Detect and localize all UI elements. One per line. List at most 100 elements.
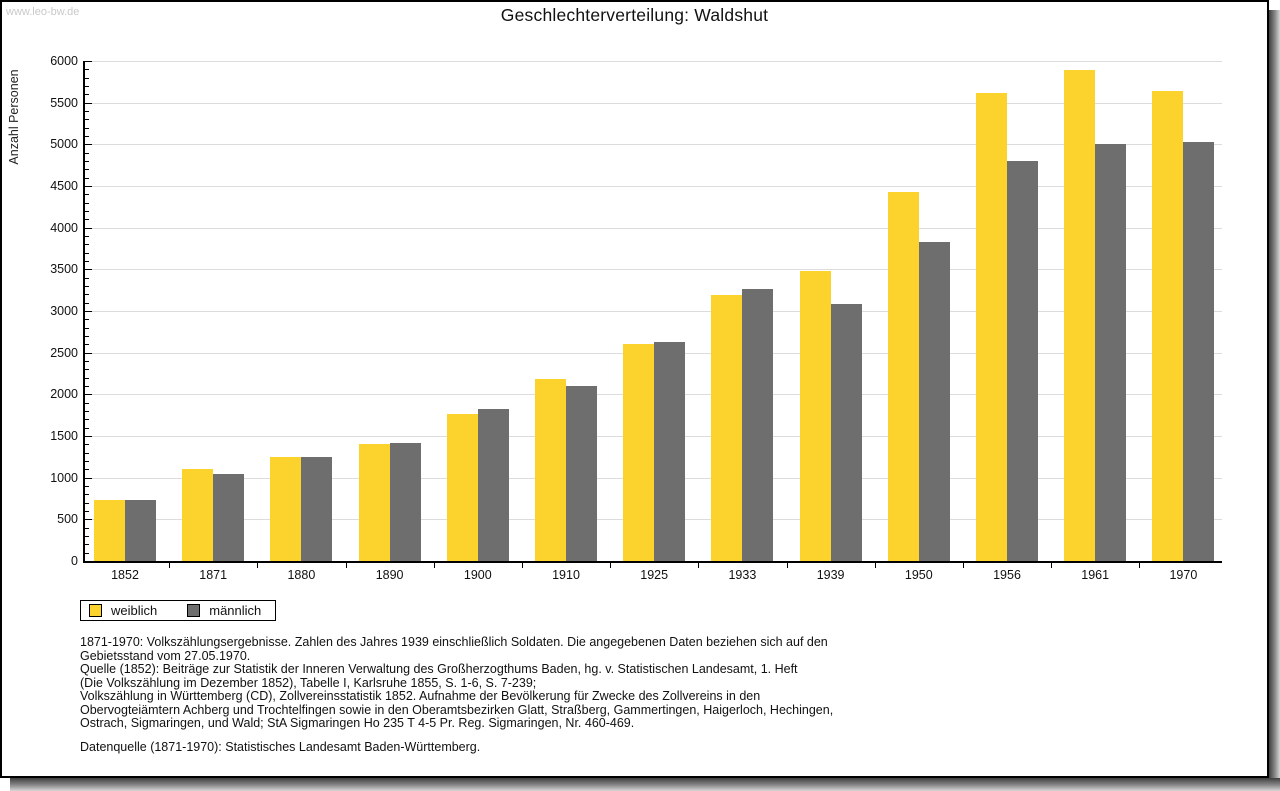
y-major-tick-4500 — [85, 186, 92, 187]
y-axis-line — [83, 61, 85, 563]
y-minor-tick-4900 — [85, 152, 89, 154]
legend-swatch-maennlich — [187, 604, 201, 617]
bar-weiblich-1910 — [535, 379, 566, 561]
y-minor-tick-2900 — [85, 319, 89, 321]
x-tick-label-1939: 1939 — [816, 568, 845, 582]
bar-männlich-1910 — [566, 386, 597, 561]
x-tick-label-1950: 1950 — [904, 568, 933, 582]
y-major-tick-5000 — [85, 144, 92, 146]
gridline-6000 — [85, 61, 1222, 62]
y-major-tick-500 — [85, 519, 92, 521]
bar-weiblich-1939 — [799, 271, 831, 561]
x-boundary-tick-1 — [169, 563, 171, 568]
x-tick-label-1871: 1871 — [199, 568, 228, 582]
y-major-tick-3500 — [85, 269, 92, 271]
y-minor-tick-1900 — [85, 402, 89, 404]
bar-weiblich-1900 — [446, 413, 478, 561]
y-tick-label-3500: 3500 — [50, 262, 78, 277]
y-minor-tick-100 — [85, 552, 89, 554]
y-tick-label-5000: 5000 — [50, 137, 78, 152]
y-tick-label-1500: 1500 — [50, 429, 78, 443]
y-minor-tick-2600 — [85, 344, 89, 346]
y-major-tick-5500 — [85, 102, 92, 104]
x-tick-label-1880: 1880 — [287, 568, 316, 582]
x-boundary-tick-4 — [433, 563, 435, 568]
y-minor-tick-600 — [85, 511, 89, 512]
data-source-line: Datenquelle (1871-1970): Statistisches L… — [80, 740, 481, 754]
y-minor-tick-2200 — [85, 377, 89, 379]
y-tick-label-6000: 6000 — [50, 54, 78, 68]
y-minor-tick-700 — [85, 502, 89, 504]
y-minor-tick-5200 — [85, 127, 89, 129]
y-tick-label-1000: 1000 — [50, 470, 78, 485]
y-minor-tick-4600 — [85, 177, 89, 179]
gridline-4000 — [85, 227, 1222, 229]
watermark-url: www.leo-bw.de — [6, 6, 80, 18]
y-major-tick-6000 — [85, 61, 92, 62]
frame-shadow-bottom — [10, 778, 1280, 791]
y-minor-tick-2800 — [85, 327, 89, 329]
y-minor-tick-1200 — [85, 461, 89, 462]
y-minor-tick-3200 — [85, 294, 89, 296]
x-tick-label-1970: 1970 — [1169, 568, 1198, 582]
y-minor-tick-300 — [85, 536, 89, 537]
x-boundary-tick-6 — [610, 563, 612, 568]
y-minor-tick-4400 — [85, 194, 89, 196]
frame-shadow-right — [1269, 10, 1280, 778]
bar-männlich-1890 — [389, 442, 421, 561]
x-boundary-tick-12 — [1139, 563, 1141, 568]
y-major-tick-3000 — [85, 311, 92, 312]
x-boundary-tick-5 — [521, 563, 523, 568]
y-minor-tick-5800 — [85, 77, 89, 79]
legend-swatch-weiblich — [89, 604, 102, 617]
y-minor-tick-2300 — [85, 369, 89, 371]
gridline-5000 — [85, 144, 1222, 146]
y-minor-tick-4800 — [85, 161, 89, 162]
y-minor-tick-4100 — [85, 219, 89, 221]
bar-weiblich-1956 — [976, 92, 1007, 561]
y-minor-tick-1100 — [85, 469, 89, 471]
y-major-tick-1500 — [85, 436, 92, 437]
bar-männlich-1900 — [477, 408, 509, 561]
x-boundary-tick-11 — [1051, 563, 1053, 568]
bar-weiblich-1933 — [711, 295, 743, 561]
bar-weiblich-1950 — [887, 191, 919, 561]
gridline-5500 — [85, 102, 1222, 104]
y-minor-tick-2100 — [85, 386, 89, 387]
bar-männlich-1925 — [654, 341, 686, 561]
plot-area: 1852 1871 1880 1890 1900 1910 1925 1933 1939 1950… — [83, 61, 1222, 582]
legend-label-maennlich: männlich — [209, 603, 262, 618]
bar-männlich-1956 — [1007, 161, 1038, 561]
gridline-3500 — [85, 269, 1222, 271]
bar-männlich-1939 — [830, 304, 862, 561]
x-axis-line — [83, 561, 1222, 563]
y-minor-tick-5300 — [85, 119, 89, 121]
x-tick-label-1956: 1956 — [993, 568, 1021, 582]
x-tick-label-1910: 1910 — [552, 568, 580, 582]
x-boundary-tick-9 — [874, 563, 876, 568]
x-tick-label-1890: 1890 — [375, 568, 404, 582]
y-tick-label-3000: 3000 — [50, 304, 78, 318]
y-major-tick-4000 — [85, 227, 92, 229]
y-minor-tick-3300 — [85, 286, 89, 287]
y-tick-label-2000: 2000 — [50, 387, 78, 402]
x-boundary-tick-2 — [257, 563, 259, 568]
y-minor-tick-400 — [85, 527, 89, 529]
x-boundary-tick-10 — [962, 563, 964, 568]
x-boundary-tick-7 — [698, 563, 700, 568]
y-tick-label-500: 500 — [57, 512, 78, 527]
chart-title: Geschlechterverteilung: Waldshut — [500, 5, 769, 25]
x-boundary-tick-3 — [345, 563, 347, 568]
bar-männlich-1961 — [1095, 144, 1127, 561]
bar-männlich-1852 — [125, 500, 156, 561]
y-minor-tick-2400 — [85, 361, 89, 362]
gridline-4500 — [85, 186, 1222, 187]
y-minor-tick-3400 — [85, 277, 89, 279]
y-minor-tick-1800 — [85, 411, 89, 412]
y-major-tick-2500 — [85, 352, 92, 354]
bar-weiblich-1961 — [1064, 70, 1096, 561]
y-minor-tick-5900 — [85, 69, 89, 71]
y-minor-tick-5600 — [85, 94, 89, 96]
legend-label-weiblich: weiblich — [111, 603, 158, 618]
y-minor-tick-200 — [85, 544, 89, 546]
